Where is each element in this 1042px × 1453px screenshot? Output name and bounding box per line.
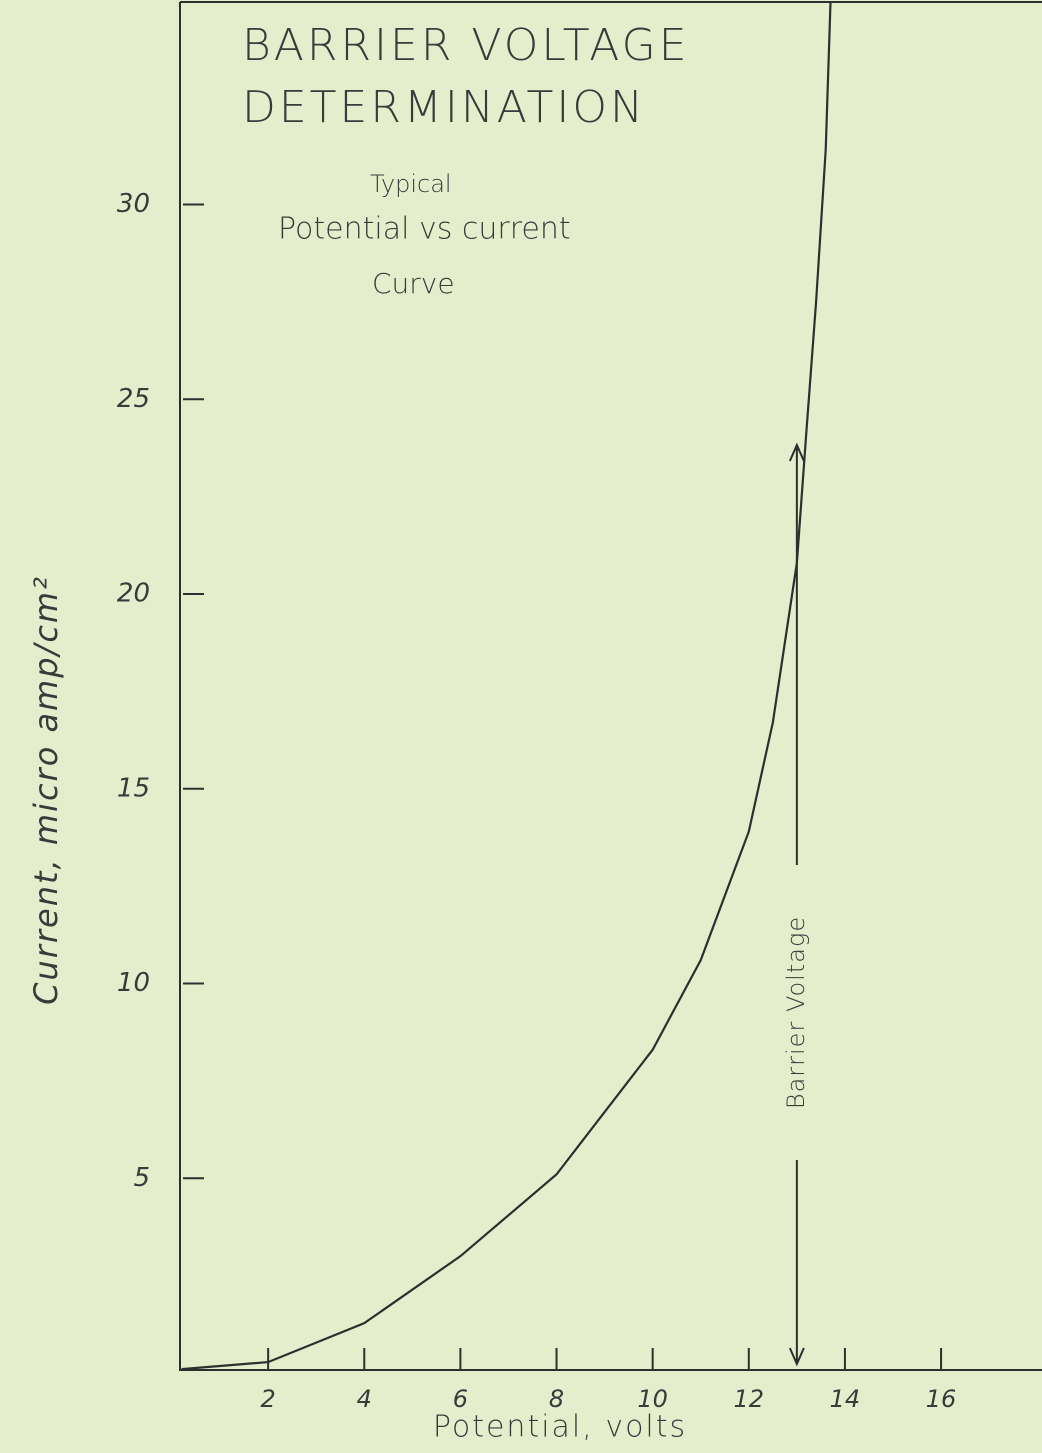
annotation-arrow	[788, 1160, 805, 1367]
x-tick-label: 6	[453, 1385, 468, 1413]
x-tick-label: 8	[549, 1385, 564, 1413]
x-tick-label: 4	[357, 1385, 372, 1413]
x-tick-label: 16	[926, 1385, 957, 1413]
x-tick-label: 2	[260, 1385, 275, 1413]
chart-subtitle: Curve	[372, 267, 455, 300]
annotation-arrow	[788, 442, 805, 865]
x-axis-label: Potential, volts	[433, 1410, 687, 1445]
y-tick-label: 20	[117, 579, 150, 609]
x-tick-label: 14	[830, 1385, 861, 1413]
chart-subtitle: Typical	[370, 170, 452, 198]
y-tick-label: 10	[117, 968, 150, 998]
chart-title: DETERMINATION	[242, 82, 646, 133]
x-tick-label: 10	[637, 1385, 668, 1413]
y-tick-label: 30	[117, 189, 150, 219]
chart-subtitle: Potential vs current	[278, 212, 571, 247]
y-axis-label: Current, micro amp/cm²	[27, 575, 65, 1005]
chart-title: BARRIER VOLTAGE	[242, 20, 690, 71]
axis-frame	[179, 1, 1042, 1371]
x-tick-label: 12	[734, 1385, 765, 1413]
y-tick-label: 25	[117, 384, 150, 414]
y-tick-label: 5	[133, 1163, 150, 1193]
y-tick-label: 15	[117, 773, 150, 803]
annotation: Barrier Voltage	[782, 442, 810, 1367]
annotation-label: Barrier Voltage	[782, 916, 810, 1109]
curve	[181, 1, 832, 1371]
